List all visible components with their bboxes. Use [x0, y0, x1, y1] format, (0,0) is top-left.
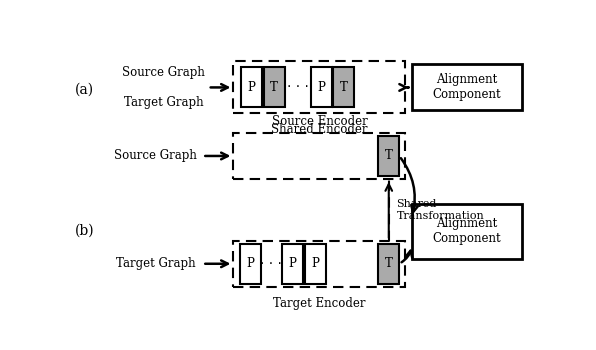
Text: Source Graph: Source Graph: [114, 149, 197, 162]
Text: Alignment
Component: Alignment Component: [432, 217, 501, 245]
Text: P: P: [318, 80, 325, 93]
Text: Alignment
Component: Alignment Component: [432, 73, 501, 101]
Text: Source Graph: Source Graph: [122, 66, 205, 79]
Text: T: T: [340, 80, 347, 93]
Text: (b): (b): [74, 224, 94, 238]
Bar: [241, 67, 262, 107]
Bar: [240, 244, 260, 284]
Text: Shared Encoder: Shared Encoder: [271, 123, 368, 136]
Text: T: T: [385, 149, 393, 162]
Text: P: P: [248, 80, 256, 93]
Bar: [378, 244, 399, 284]
Bar: [234, 241, 405, 287]
Text: Target Graph: Target Graph: [124, 96, 203, 108]
Text: T: T: [385, 257, 393, 270]
Bar: [311, 67, 332, 107]
Text: Source Encoder: Source Encoder: [272, 115, 367, 128]
Text: · · ·: · · ·: [287, 80, 309, 94]
Text: P: P: [311, 257, 319, 270]
Bar: [234, 133, 405, 179]
Bar: [412, 204, 522, 259]
Bar: [333, 67, 354, 107]
Text: · · ·: · · ·: [260, 257, 283, 271]
Bar: [378, 136, 399, 176]
Bar: [282, 244, 303, 284]
Text: P: P: [246, 257, 254, 270]
Text: T: T: [270, 80, 278, 93]
Text: Shared
Transformation: Shared Transformation: [396, 199, 485, 220]
Text: (a): (a): [75, 83, 94, 97]
Bar: [412, 64, 522, 110]
Text: Target Graph: Target Graph: [116, 257, 195, 270]
Bar: [263, 67, 284, 107]
Text: P: P: [288, 257, 297, 270]
Text: Target Encoder: Target Encoder: [273, 297, 366, 310]
Bar: [234, 61, 405, 113]
Bar: [305, 244, 325, 284]
